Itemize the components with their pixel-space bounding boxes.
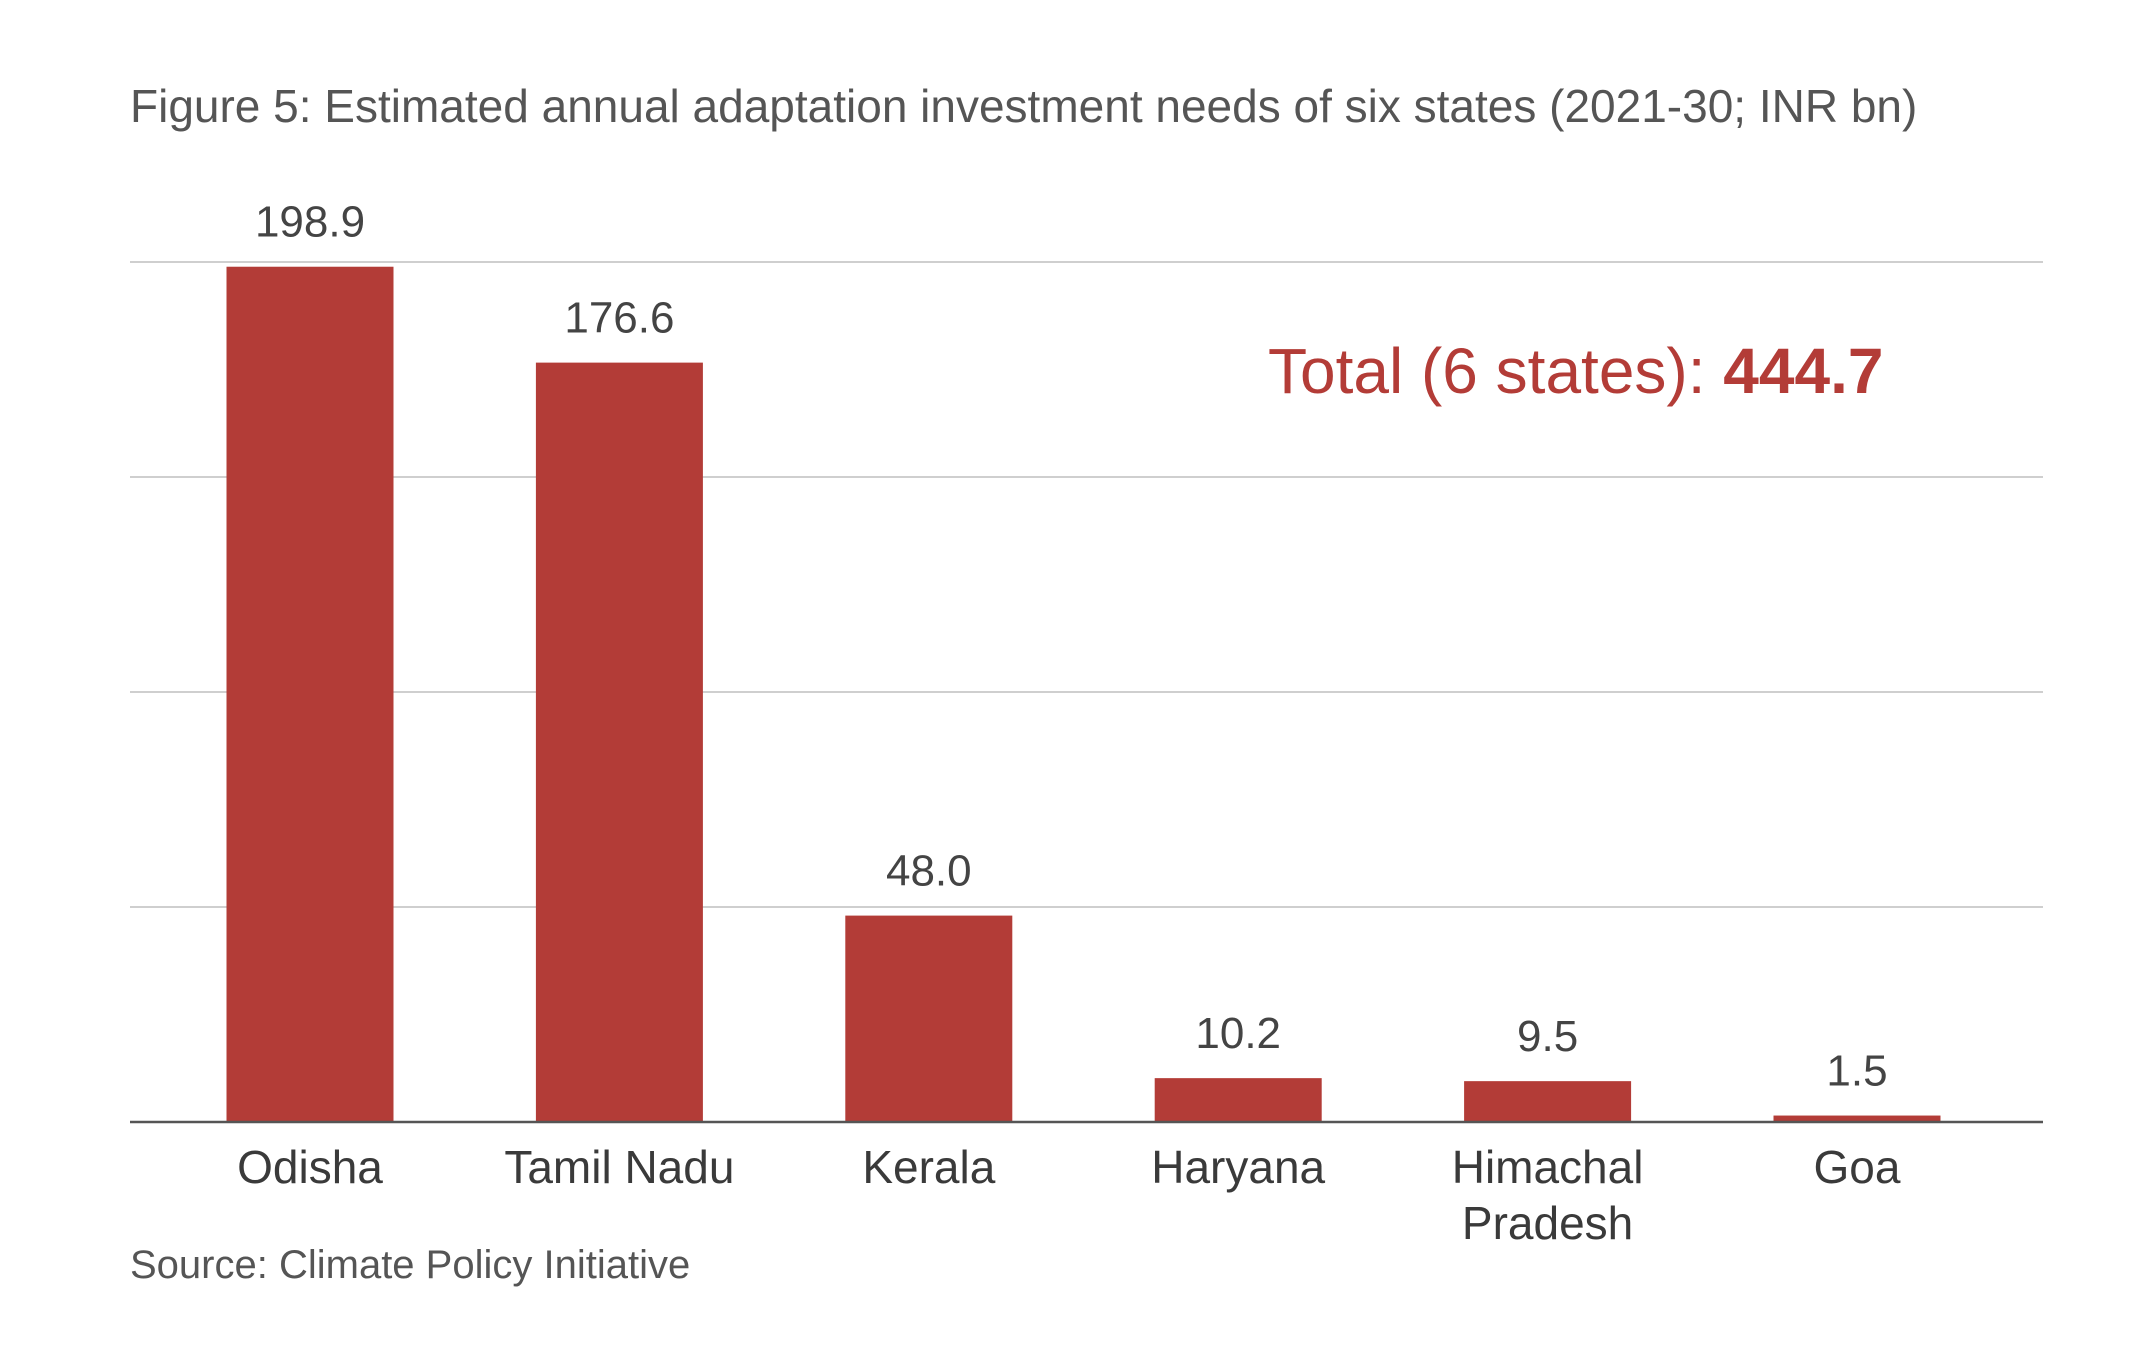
- data-label: 198.9: [255, 198, 365, 247]
- category-label: Haryana: [1151, 1141, 1325, 1193]
- bar: [1773, 1115, 1941, 1122]
- category-labels: Odisha Tamil Nadu Kerala Haryana Himachal Pra…: [237, 1141, 1901, 1249]
- category-label-line: Himachal: [1452, 1141, 1644, 1193]
- category-label-line: Kerala: [862, 1141, 995, 1193]
- category-label: Odisha: [237, 1141, 383, 1193]
- total-annotation-prefix: Total (6 states):: [1268, 335, 1723, 407]
- category-label-line: Haryana: [1151, 1141, 1325, 1193]
- data-label: 9.5: [1517, 1012, 1578, 1061]
- bars: [226, 266, 1941, 1123]
- value-labels: 198.9 176.6 48.0 10.2 9.5 1.5: [255, 198, 1888, 1096]
- category-label-line: Goa: [1814, 1141, 1901, 1193]
- total-annotation-value: 444.7: [1723, 335, 1883, 407]
- bar: [1464, 1081, 1632, 1122]
- gridlines: [130, 261, 2043, 908]
- chart-title: Figure 5: Estimated annual adaptation in…: [130, 80, 1917, 132]
- category-label-line: Odisha: [237, 1141, 383, 1193]
- category-label: Goa: [1814, 1141, 1901, 1193]
- bar: [535, 362, 703, 1122]
- source-note: Source: Climate Policy Initiative: [130, 1243, 690, 1287]
- data-label: 10.2: [1195, 1009, 1281, 1058]
- category-label: Himachal Pradesh: [1452, 1141, 1644, 1249]
- bar: [845, 915, 1013, 1122]
- bar: [226, 266, 394, 1123]
- total-annotation: Total (6 states): 444.7: [1268, 335, 1883, 407]
- data-label: 1.5: [1826, 1047, 1887, 1096]
- category-label-line: Pradesh: [1462, 1197, 1633, 1249]
- category-label-line: Tamil Nadu: [504, 1141, 734, 1193]
- bar: [1154, 1078, 1322, 1122]
- category-label: Kerala: [862, 1141, 995, 1193]
- data-label: 48.0: [886, 847, 972, 896]
- data-label: 176.6: [564, 294, 674, 343]
- category-label: Tamil Nadu: [504, 1141, 734, 1193]
